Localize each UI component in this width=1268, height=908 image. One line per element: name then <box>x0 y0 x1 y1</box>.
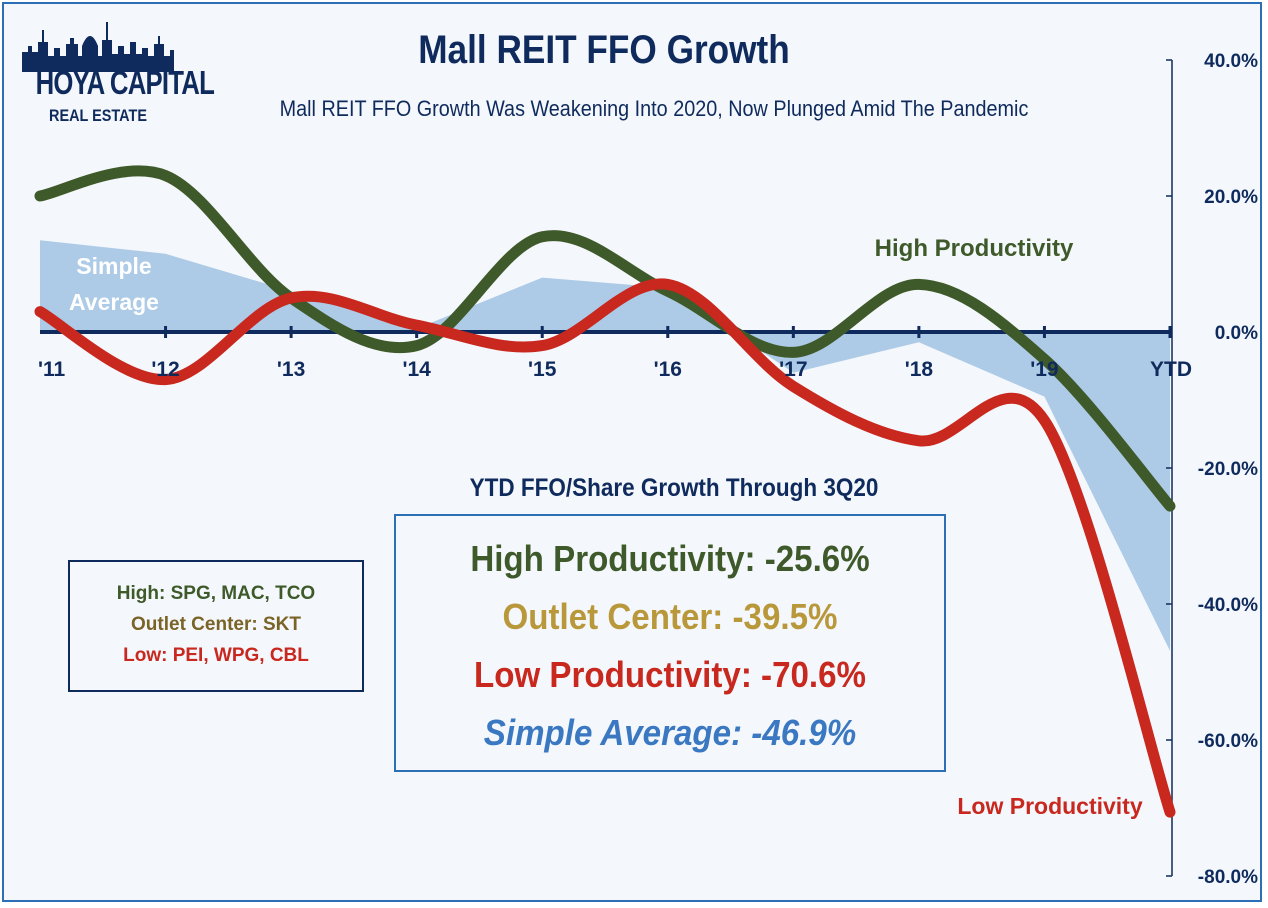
chart-title: Mall REIT FFO Growth <box>418 28 790 72</box>
x-tick-label: '17 <box>779 358 807 381</box>
skyline-icon <box>22 22 174 72</box>
x-tick-label: '13 <box>277 358 305 381</box>
high-productivity-line <box>34 165 1176 512</box>
high-productivity-annotation: High Productivity <box>875 235 1074 262</box>
hoya-capital-logo: HOYA CAPITAL REAL ESTATE <box>18 16 215 134</box>
logo-sub-text: REAL ESTATE <box>49 106 147 125</box>
legend-high: High: SPG, MAC, TCO <box>116 583 316 604</box>
ffo-growth-chart: 40.0% 20.0% 0.0% -20.0% -40.0% -60.0% -80.0% '1… <box>34 51 1258 888</box>
simple-average-area <box>40 240 1170 651</box>
low-productivity-annotation: Low Productivity <box>957 793 1143 819</box>
simple-average-annotation-line2: Average <box>69 289 159 315</box>
simple-average-annotation-line1: Simple <box>76 253 151 279</box>
y-tick-label: -80.0% <box>1198 867 1258 888</box>
x-tick-label: '16 <box>654 358 682 381</box>
chart-subtitle: Mall REIT FFO Growth Was Weakening Into … <box>279 96 1029 121</box>
legend-outlet: Outlet Center: SKT <box>131 614 301 635</box>
constituents-legend: High: SPG, MAC, TCO Outlet Center: SKT L… <box>68 560 364 692</box>
y-tick-label: -40.0% <box>1198 595 1258 616</box>
ytd-outlet: Outlet Center: -39.5% <box>502 596 838 637</box>
low-productivity-line <box>34 278 1176 818</box>
ytd-average: Simple Average: -46.9% <box>483 712 857 753</box>
x-tick-label: YTD <box>1150 358 1192 381</box>
x-tick-label: '18 <box>905 358 934 381</box>
x-tick-label: '15 <box>528 358 557 381</box>
y-tick-label: -20.0% <box>1198 459 1258 480</box>
x-tick-label: '11 <box>38 358 66 381</box>
legend-low: Low: PEI, WPG, CBL <box>123 645 309 666</box>
y-tick-label: 40.0% <box>1204 51 1258 72</box>
y-tick-label: -60.0% <box>1198 731 1258 752</box>
x-tick-label: '19 <box>1030 358 1058 381</box>
ytd-summary-box: High Productivity: -25.6% Outlet Center:… <box>394 514 946 772</box>
x-tick-label: '14 <box>402 358 431 381</box>
y-tick-label: 20.0% <box>1204 187 1258 208</box>
x-tick-label: '12 <box>151 358 179 381</box>
y-tick-label: 0.0% <box>1215 323 1258 344</box>
logo-main-text: HOYA CAPITAL <box>35 64 215 101</box>
ytd-high: High Productivity: -25.6% <box>470 538 870 579</box>
ytd-heading: YTD FFO/Share Growth Through 3Q20 <box>469 474 879 502</box>
ytd-low: Low Productivity: -70.6% <box>473 654 866 695</box>
